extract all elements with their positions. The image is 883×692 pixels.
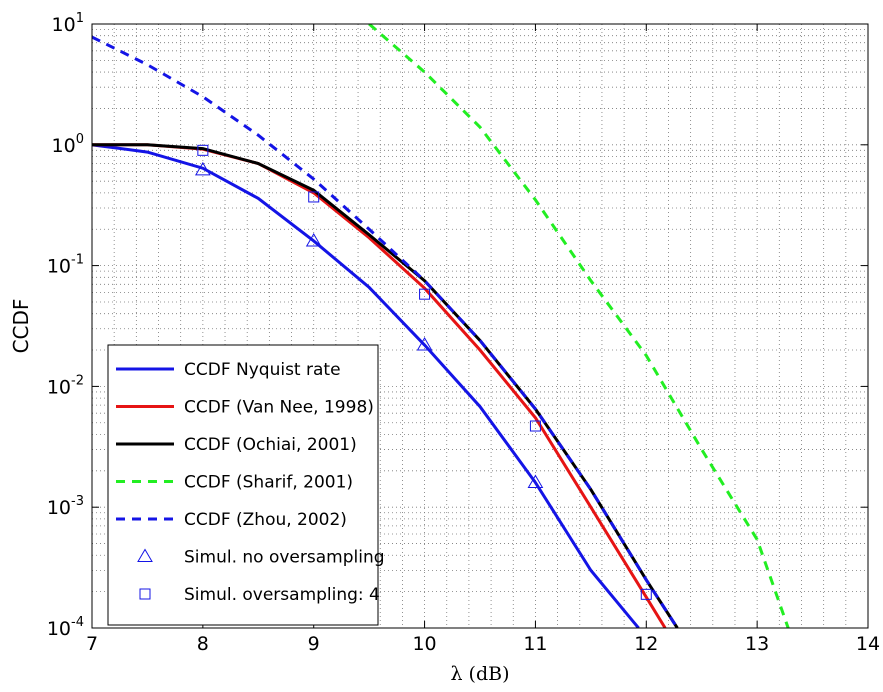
marker: [416, 337, 433, 351]
series-layer: [92, 24, 790, 628]
marker: [194, 161, 211, 176]
series-line: [92, 143, 640, 628]
marker: [197, 144, 209, 156]
y-tick-label: 101: [52, 11, 84, 36]
marker: [305, 232, 322, 247]
legend-label: Simul. no oversampling: [184, 548, 385, 568]
x-tick-label: 12: [634, 633, 658, 655]
series-line: [92, 143, 679, 628]
x-axis-label: λ (dB): [450, 663, 509, 685]
legend-label: CCDF (Ochiai, 2001): [184, 435, 357, 455]
marker: [527, 474, 544, 489]
legend-label: CCDF Nyquist rate: [184, 360, 341, 380]
marker: [139, 588, 151, 600]
legend-box: [107, 344, 379, 626]
y-tick-label: 10-2: [47, 373, 84, 398]
legend-label: Simul. oversampling: 4: [184, 585, 380, 605]
x-tick-label: 10: [412, 633, 436, 655]
series-line: [92, 35, 679, 628]
x-tick-label: 8: [197, 633, 209, 655]
legend: CCDF Nyquist rate CCDF (Van Nee, 1998) CCD…: [107, 344, 385, 626]
x-tick-label: 7: [86, 633, 98, 655]
y-axis-label: CCDF: [9, 299, 33, 354]
x-tick-label: 13: [745, 633, 769, 655]
x-tick-label: 11: [523, 633, 547, 655]
marker: [308, 191, 320, 203]
marker: [640, 588, 652, 600]
x-tick-label: 9: [308, 633, 320, 655]
y-tick-label: 10-4: [47, 615, 84, 640]
ticks: 7 8 9 10 11 12 13 14 10-4 10-3 10-2 10-1 100 101: [47, 11, 880, 655]
x-tick-label: 14: [856, 633, 880, 655]
series-line: [368, 24, 790, 628]
marker: [419, 288, 431, 300]
plot-frame: [91, 23, 869, 629]
y-tick-label: 100: [52, 132, 84, 157]
legend-label: CCDF (Zhou, 2002): [184, 510, 347, 530]
y-tick-label: 10-1: [47, 253, 84, 278]
marker: [137, 548, 153, 562]
legend-label: CCDF (Sharif, 2001): [184, 473, 353, 493]
marker: [529, 420, 541, 432]
grid: [91, 23, 869, 629]
y-tick-label: 10-3: [47, 494, 84, 519]
legend-label: CCDF (Van Nee, 1998): [184, 398, 374, 418]
